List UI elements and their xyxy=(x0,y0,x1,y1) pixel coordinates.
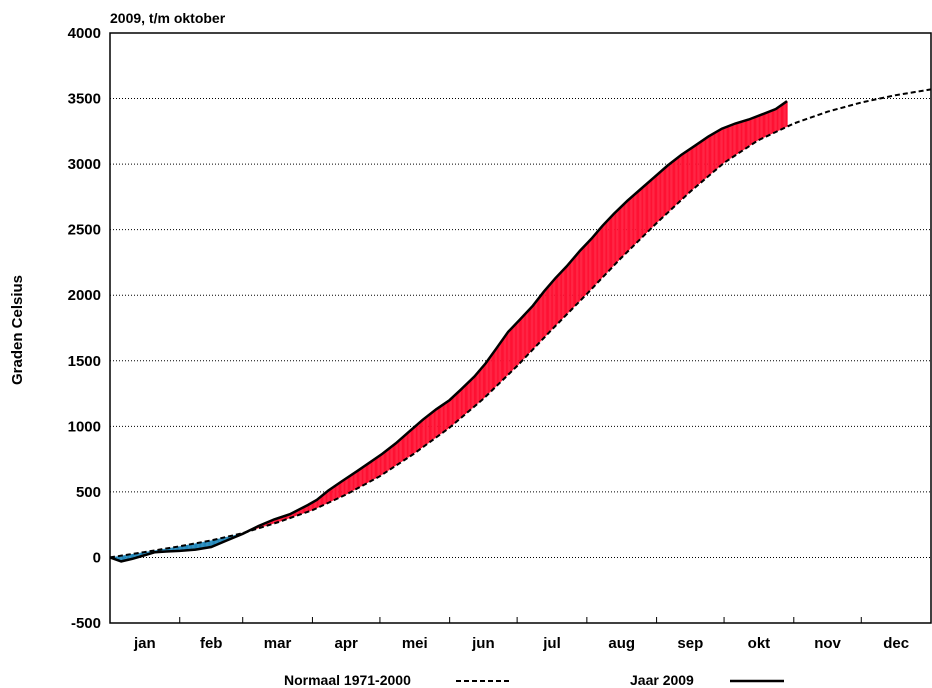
legend-label-normaal: Normaal 1971-2000 xyxy=(284,672,411,688)
x-tick-label: dec xyxy=(883,635,909,652)
series-line-normaal xyxy=(109,88,932,559)
x-tick-label: nov xyxy=(814,635,841,652)
x-tick-label: jul xyxy=(542,635,561,652)
x-tick-label: jan xyxy=(133,635,156,652)
y-tick-label: 2500 xyxy=(68,222,101,239)
y-tick-label: 0 xyxy=(93,549,101,566)
y-tick-label: 2000 xyxy=(68,287,101,304)
y-tick-label: 1000 xyxy=(68,418,101,435)
chart-title: 2009, t/m oktober xyxy=(110,10,226,26)
series-line-jaar-2009 xyxy=(109,100,788,563)
plot-frame xyxy=(109,32,932,624)
x-tick-label: sep xyxy=(677,635,703,652)
y-tick-label: -500 xyxy=(71,615,101,632)
deviation-fill-layer xyxy=(110,101,788,562)
y-tick-label: 1500 xyxy=(68,353,101,370)
x-tick-label: mei xyxy=(402,635,428,652)
x-tick-label: feb xyxy=(200,635,223,652)
axis-layer: -500 0 500 1000 1500 2000 2500 3000 3500 4000 jan f… xyxy=(68,25,932,652)
legend-label-jaar: Jaar 2009 xyxy=(630,672,694,688)
y-tick-label: 4000 xyxy=(68,25,101,42)
x-tick-label: apr xyxy=(335,635,359,652)
grid-layer xyxy=(110,98,931,558)
series-layer xyxy=(109,88,932,563)
x-tick-label: aug xyxy=(608,635,635,652)
legend: Normaal 1971-2000 Jaar 2009 xyxy=(284,672,784,688)
y-axis-label: Graden Celsius xyxy=(9,275,26,385)
y-tick-label: 500 xyxy=(76,484,101,501)
x-tick-label: okt xyxy=(748,635,771,652)
y-tick-label: 3500 xyxy=(68,91,101,108)
y-tick-label: 3000 xyxy=(68,156,101,173)
x-tick-label: jun xyxy=(471,635,495,652)
x-tick-label: mar xyxy=(264,635,292,652)
